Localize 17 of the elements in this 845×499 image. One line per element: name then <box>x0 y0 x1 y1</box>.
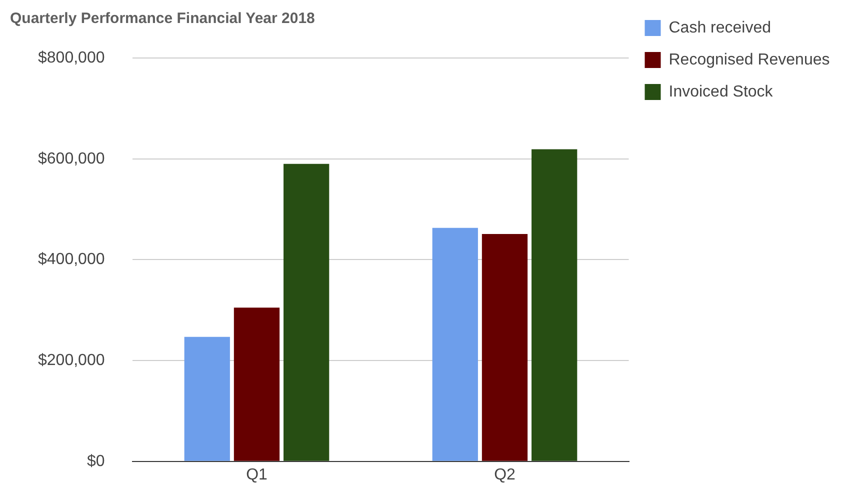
legend-label: Recognised Revenues <box>668 51 830 68</box>
bar <box>432 228 478 461</box>
y-tick-label: $800,000 <box>38 49 105 66</box>
x-tick-label: Q1 <box>246 466 268 484</box>
legend-label: Invoiced Stock <box>668 83 774 100</box>
bar <box>284 164 330 461</box>
bar <box>234 308 280 461</box>
legend-label: Cash received <box>668 19 772 36</box>
bar <box>184 336 230 461</box>
y-tick-label: $200,000 <box>38 352 105 369</box>
y-tick-label: $400,000 <box>38 251 105 268</box>
y-tick-label: $0 <box>86 452 105 470</box>
bar <box>482 234 528 461</box>
x-tick-label: Q2 <box>494 466 516 484</box>
bar <box>532 149 578 461</box>
chart-title: Quarterly Performance Financial Year 2018 <box>10 10 315 28</box>
y-tick-label: $600,000 <box>38 150 105 168</box>
